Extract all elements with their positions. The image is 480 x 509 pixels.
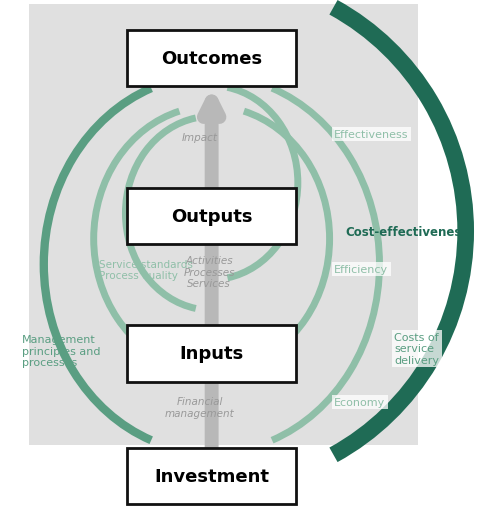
FancyBboxPatch shape	[127, 31, 295, 87]
Text: Management
principles and
processes: Management principles and processes	[22, 334, 100, 368]
Text: Inputs: Inputs	[179, 345, 243, 363]
Text: Costs of
service
delivery: Costs of service delivery	[394, 332, 439, 365]
Text: Outputs: Outputs	[170, 207, 252, 225]
Text: Effectiveness: Effectiveness	[334, 130, 408, 140]
Text: Impact: Impact	[181, 132, 217, 143]
FancyBboxPatch shape	[127, 448, 295, 504]
Text: Investment: Investment	[154, 467, 269, 485]
Text: Activities
Processes
Services: Activities Processes Services	[183, 256, 235, 289]
Bar	[29, 5, 418, 445]
Text: Efficiency: Efficiency	[334, 265, 388, 275]
FancyBboxPatch shape	[127, 326, 295, 382]
Text: Cost-effectiveness: Cost-effectiveness	[345, 225, 468, 238]
Text: Financial
management: Financial management	[164, 397, 234, 418]
Text: Service standards
Process quality: Service standards Process quality	[98, 259, 192, 280]
FancyBboxPatch shape	[127, 188, 295, 244]
Text: Outcomes: Outcomes	[161, 49, 262, 68]
Text: Economy: Economy	[334, 397, 385, 407]
